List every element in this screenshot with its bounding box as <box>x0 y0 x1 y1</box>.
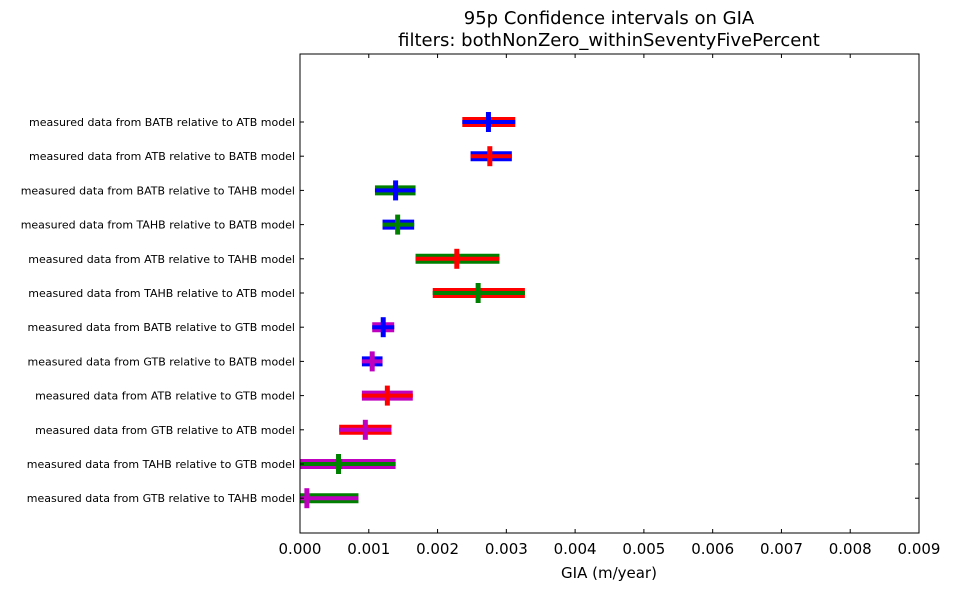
x-tick-label: 0.008 <box>829 540 872 558</box>
y-tick-label: measured data from GTB relative to ATB m… <box>35 424 295 437</box>
y-tick-label: measured data from GTB relative to BATB … <box>28 355 295 368</box>
x-tick-label: 0.001 <box>347 540 390 558</box>
x-tick-label: 0.002 <box>416 540 459 558</box>
y-tick-label: measured data from BATB relative to GTB … <box>28 321 295 334</box>
x-tick-label: 0.004 <box>554 540 597 558</box>
chart-subtitle: filters: bothNonZero_withinSeventyFivePe… <box>398 30 820 51</box>
y-tick-label: measured data from GTB relative to TAHB … <box>27 492 295 505</box>
x-tick-label: 0.005 <box>622 540 665 558</box>
x-tick-label: 0.007 <box>760 540 803 558</box>
x-tick-label: 0.000 <box>279 540 322 558</box>
x-tick-label: 0.003 <box>485 540 528 558</box>
chart-title: 95p Confidence intervals on GIA <box>464 8 755 29</box>
y-tick-label: measured data from ATB relative to GTB m… <box>35 390 295 403</box>
y-tick-label: measured data from ATB relative to TAHB … <box>28 253 295 266</box>
x-axis-label: GIA (m/year) <box>561 564 657 582</box>
y-tick-label: measured data from BATB relative to TAHB… <box>21 184 295 197</box>
x-tick-label: 0.009 <box>898 540 941 558</box>
axis-layer: 0.000 0.001 0.002 0.003 0.004 0.005 0.006 0.007… <box>21 54 941 558</box>
y-tick-label: measured data from ATB relative to BATB … <box>29 150 295 163</box>
marks-layer <box>300 112 525 509</box>
x-tick-label: 0.006 <box>691 540 734 558</box>
y-tick-label: measured data from TAHB relative to BATB… <box>21 219 295 232</box>
y-tick-label: measured data from BATB relative to ATB … <box>29 116 295 129</box>
y-tick-label: measured data from TAHB relative to GTB … <box>27 458 295 471</box>
y-tick-label: measured data from TAHB relative to ATB … <box>28 287 295 300</box>
